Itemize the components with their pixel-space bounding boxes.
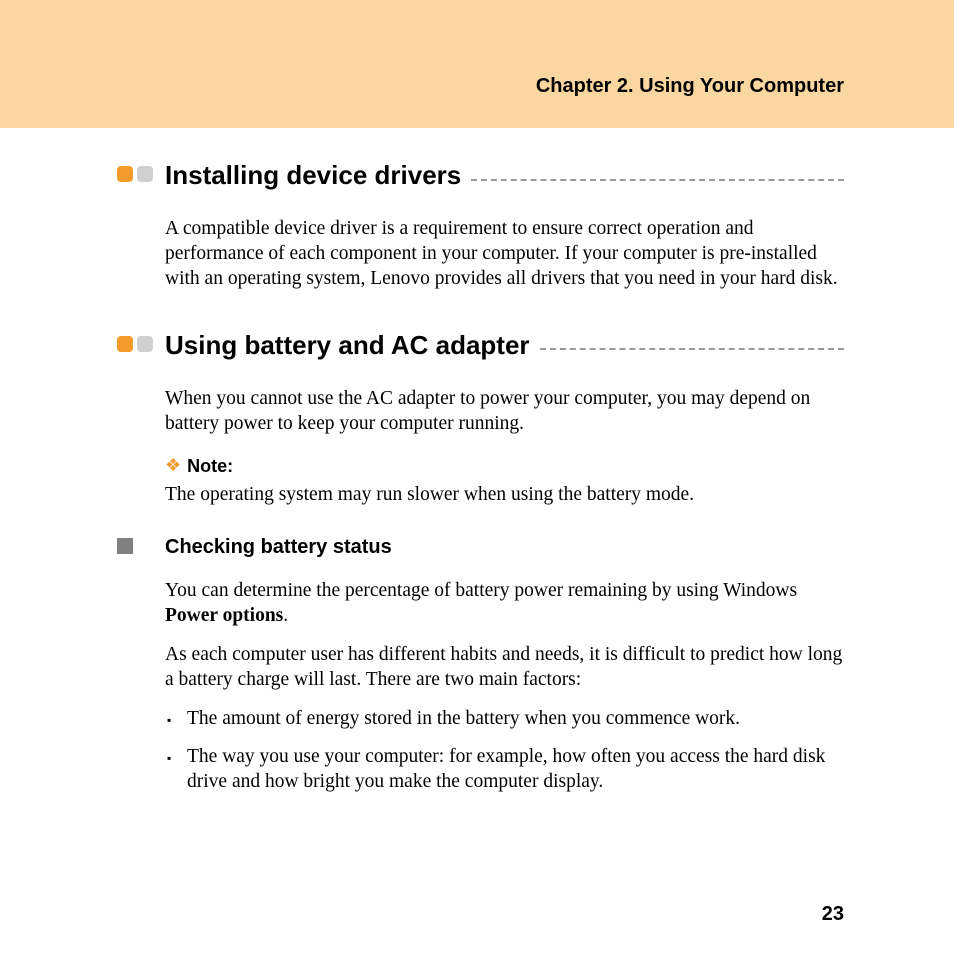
- capsule-grey-icon: [137, 166, 153, 182]
- title-rule: [540, 348, 844, 350]
- page-content: Installing device drivers A compatible d…: [0, 128, 954, 795]
- section-paragraph: When you cannot use the AC adapter to po…: [165, 387, 844, 437]
- bullet-list: The amount of energy stored in the batte…: [165, 707, 844, 796]
- chapter-header: Chapter 2. Using Your Computer: [0, 0, 954, 128]
- note-text: The operating system may run slower when…: [165, 483, 844, 508]
- capsule-grey-icon: [137, 336, 153, 352]
- section-title: Using battery and AC adapter: [165, 330, 530, 361]
- section-title-icons: [117, 166, 153, 182]
- section-paragraph: A compatible device driver is a requirem…: [165, 217, 844, 292]
- page-number: 23: [822, 903, 844, 926]
- capsule-orange-icon: [117, 336, 133, 352]
- list-item: The amount of energy stored in the batte…: [165, 707, 844, 732]
- section-title: Installing device drivers: [165, 160, 461, 191]
- section-battery-ac: Using battery and AC adapter When you ca…: [165, 330, 844, 796]
- bold-text: Power options: [165, 605, 283, 626]
- diamond-icon: ❖: [165, 455, 181, 476]
- subsection-paragraph: As each computer user has different habi…: [165, 643, 844, 693]
- subsection-title: Checking battery status: [165, 536, 392, 559]
- note-block: ❖ Note:: [165, 455, 844, 477]
- subsection-title-row: Checking battery status: [165, 536, 844, 559]
- square-bullet-icon: [117, 538, 133, 554]
- subsection-paragraph: You can determine the percentage of batt…: [165, 579, 844, 629]
- list-item: The way you use your computer: for examp…: [165, 745, 844, 795]
- note-label: Note:: [187, 456, 233, 476]
- chapter-title: Chapter 2. Using Your Computer: [536, 75, 844, 98]
- title-rule: [471, 179, 844, 181]
- section-title-row: Installing device drivers: [165, 160, 844, 191]
- text-fragment: You can determine the percentage of batt…: [165, 580, 797, 601]
- section-title-icons: [117, 336, 153, 352]
- text-fragment: .: [283, 605, 288, 626]
- capsule-orange-icon: [117, 166, 133, 182]
- section-title-row: Using battery and AC adapter: [165, 330, 844, 361]
- section-installing-drivers: Installing device drivers A compatible d…: [165, 160, 844, 292]
